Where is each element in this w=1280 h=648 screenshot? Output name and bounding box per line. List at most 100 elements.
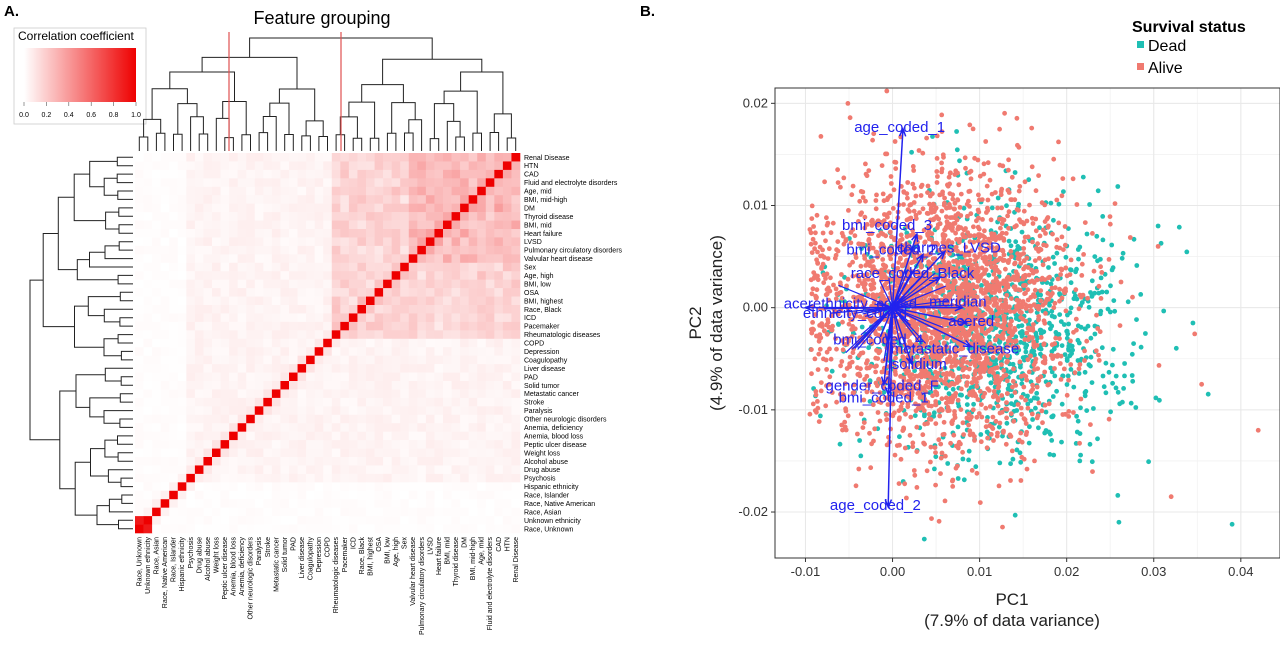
- heatmap-cell: [366, 229, 375, 238]
- point-alive: [879, 163, 885, 169]
- heatmap-cell: [263, 153, 273, 162]
- heatmap-cell: [186, 457, 196, 466]
- heatmap-cell: [425, 245, 435, 255]
- heatmap-cell: [460, 448, 469, 458]
- heatmap-cell: [383, 254, 392, 264]
- point-dead: [1095, 258, 1100, 264]
- point-alive: [977, 173, 983, 179]
- heatmap-cell: [237, 406, 247, 416]
- heatmap-cell: [511, 313, 521, 323]
- point-alive: [1093, 348, 1099, 354]
- point-dead: [1041, 329, 1047, 335]
- point-dead: [1030, 417, 1035, 422]
- point-alive: [856, 219, 861, 224]
- point-dead: [1113, 385, 1119, 391]
- heatmap-cell: [494, 203, 504, 213]
- point-alive: [1062, 242, 1068, 248]
- point-dead: [881, 389, 887, 395]
- heatmap-cell: [331, 524, 341, 534]
- heatmap-cell: [254, 296, 264, 306]
- dendrogram-branch: [369, 137, 380, 151]
- heatmap-cell: [366, 381, 375, 390]
- point-alive: [1031, 322, 1036, 327]
- heatmap-cell: [477, 490, 487, 500]
- point-dead: [1113, 373, 1119, 379]
- heatmap-cell: [135, 186, 144, 196]
- point-dead: [1051, 217, 1056, 223]
- point-alive: [1000, 524, 1005, 530]
- point-dead: [954, 129, 959, 134]
- point-alive: [1053, 335, 1059, 341]
- heatmap-cell: [494, 499, 504, 508]
- heatmap-cell: [271, 212, 281, 221]
- heatmap-cell: [348, 507, 358, 517]
- point-dead: [1082, 393, 1088, 399]
- heatmap-cell: [246, 465, 256, 475]
- heatmap-cell: [357, 262, 367, 272]
- heatmap-cell: [220, 305, 230, 314]
- dendrogram-branch: [446, 120, 461, 151]
- heatmap-cell: [366, 364, 375, 373]
- point-dead: [1089, 459, 1095, 465]
- heatmap-cell: [314, 288, 324, 297]
- heatmap-cell: [443, 364, 452, 373]
- heatmap-cell: [280, 288, 290, 297]
- heatmap-cell: [340, 440, 350, 449]
- heatmap-cell: [237, 465, 247, 475]
- heatmap-cell: [237, 262, 247, 272]
- heatmap-cell: [443, 195, 452, 204]
- point-alive: [908, 414, 914, 420]
- heatmap-cell: [271, 499, 281, 508]
- point-dead: [1133, 405, 1139, 410]
- heatmap-cell: [383, 347, 392, 356]
- heatmap-cell: [357, 440, 367, 449]
- heatmap-cell: [400, 296, 410, 306]
- heatmap-cell: [169, 161, 179, 171]
- heatmap-cell: [203, 431, 213, 441]
- point-alive: [876, 233, 881, 239]
- point-dead: [954, 147, 960, 153]
- heatmap-cell: [297, 406, 307, 416]
- point-alive: [852, 299, 858, 304]
- heatmap-cell: [212, 178, 221, 188]
- heatmap-cell: [348, 313, 358, 323]
- dendrogram-branch: [443, 90, 478, 134]
- point-dead: [1074, 266, 1079, 272]
- heatmap-cell: [425, 262, 435, 272]
- heatmap-cell: [383, 186, 392, 196]
- heatmap-cell: [374, 195, 384, 204]
- heatmap-column-label: CAD: [496, 537, 503, 552]
- heatmap-cell: [443, 229, 452, 238]
- point-alive: [948, 440, 953, 446]
- heatmap-cell: [331, 254, 341, 264]
- heatmap-cell: [485, 499, 495, 508]
- heatmap-cell: [323, 355, 333, 365]
- heatmap-cell: [511, 254, 521, 264]
- heatmap-cell: [237, 169, 247, 179]
- heatmap-cell: [340, 288, 350, 297]
- heatmap-cell: [323, 229, 333, 238]
- dendrogram-branch: [190, 116, 204, 151]
- heatmap-cell: [443, 330, 452, 340]
- heatmap-cell: [169, 296, 179, 306]
- heatmap-cell: [160, 347, 170, 356]
- point-dead: [1059, 343, 1065, 348]
- heatmap-cell: [383, 516, 392, 525]
- heatmap-cell: [194, 279, 204, 289]
- point-alive: [840, 347, 846, 353]
- heatmap-cell: [177, 381, 187, 390]
- point-dead: [1115, 389, 1121, 395]
- heatmap-cell: [280, 465, 290, 475]
- heatmap-cell: [203, 381, 213, 390]
- heatmap-cell: [477, 355, 487, 365]
- heatmap-cell: [348, 186, 358, 196]
- heatmap-cell: [374, 448, 384, 458]
- heatmap-cell: [400, 178, 410, 188]
- point-dead: [858, 453, 864, 459]
- point-dead: [1028, 398, 1034, 404]
- point-alive: [1026, 369, 1032, 375]
- point-dead: [1051, 346, 1057, 352]
- heatmap-cell: [314, 499, 324, 508]
- heatmap-cell: [186, 203, 196, 213]
- heatmap-cell: [169, 195, 179, 204]
